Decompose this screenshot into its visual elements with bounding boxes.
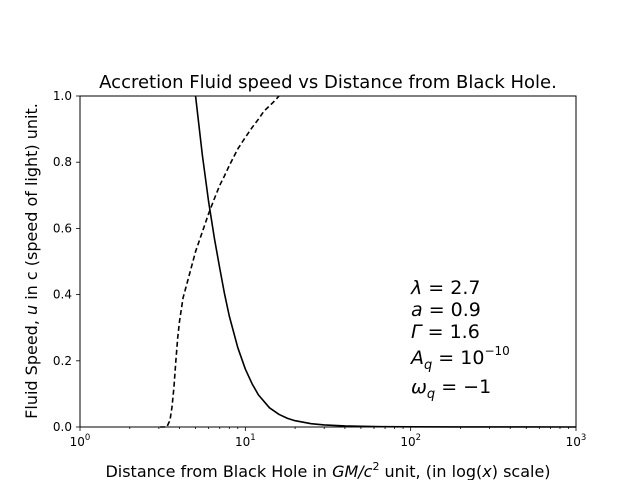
annotation-line: λ = 2.7 — [410, 277, 480, 299]
x-tick-label: 101 — [235, 433, 256, 449]
annotation-line: a = 0.9 — [411, 299, 481, 321]
x-axis-label-x: x — [481, 462, 492, 480]
y-tick-label: 0.0 — [53, 420, 72, 434]
plot-frame — [79, 95, 577, 428]
series-line-dashed — [160, 95, 280, 428]
annotation-symbol: a — [411, 299, 423, 321]
annotation-subscript: q — [424, 358, 432, 373]
x-axis-label: Distance from Black Hole in GM/c2 unit, … — [105, 460, 550, 480]
x-tick-exp: 1 — [250, 433, 255, 443]
annotation-symbol: ω — [411, 376, 427, 398]
annotation-value: = 2.7 — [422, 277, 480, 299]
annotation-symbol: λ — [410, 277, 422, 299]
x-tick-label: 100 — [70, 433, 91, 449]
x-tick-exp: 0 — [85, 433, 90, 443]
annotation-symbol: A — [409, 347, 424, 369]
annotation-value: = −1 — [435, 376, 491, 398]
y-axis-label-post: in c (speed of light) unit. — [22, 103, 41, 305]
annotation-line: Aq = 10−10 — [409, 344, 510, 373]
annotation-subscript: q — [427, 387, 435, 402]
x-tick-exp: 2 — [416, 433, 421, 443]
x-tick-label: 102 — [400, 433, 421, 449]
x-tick-label: 103 — [566, 433, 587, 449]
annotation-line: ωq = −1 — [411, 376, 491, 402]
chart-title: Accretion Fluid speed vs Distance from B… — [99, 72, 557, 93]
y-tick-label: 0.6 — [53, 221, 72, 235]
annotation-value: = 10 — [432, 347, 484, 369]
y-axis-label-u: u — [22, 305, 41, 315]
x-axis-label-c: /c — [356, 462, 372, 480]
y-tick-label: 0.8 — [53, 155, 72, 169]
x-axis-label-post: ) scale) — [492, 462, 551, 480]
x-axis-label-mid: unit, (in log( — [379, 462, 482, 480]
y-axis-label: Fluid Speed, u in c (speed of light) uni… — [22, 103, 41, 419]
x-tick-base: 10 — [70, 435, 85, 449]
x-tick-base: 10 — [566, 435, 581, 449]
annotation-superscript: −10 — [484, 344, 509, 358]
y-axis-ticks: 0.0 0.2 0.4 0.6 0.8 1.0 — [53, 89, 80, 434]
annotation-line: Γ = 1.6 — [411, 321, 480, 343]
annotation-value: = 0.9 — [423, 299, 481, 321]
annotation-symbol: Γ — [411, 321, 423, 343]
x-axis-label-gm: GM — [332, 462, 358, 480]
x-tick-base: 10 — [235, 435, 250, 449]
x-axis-label-pre: Distance from Black Hole in — [105, 462, 332, 480]
y-tick-label: 1.0 — [53, 89, 72, 103]
x-tick-exp: 3 — [581, 433, 586, 443]
y-tick-label: 0.2 — [53, 354, 72, 368]
x-axis-ticks: 100 101 102 103 — [70, 427, 587, 449]
annotation-value: = 1.6 — [422, 321, 480, 343]
y-axis-label-pre: Fluid Speed, — [22, 315, 41, 419]
x-axis-label-sup: 2 — [372, 460, 379, 473]
x-tick-base: 10 — [400, 435, 415, 449]
y-tick-label: 0.4 — [53, 288, 72, 302]
